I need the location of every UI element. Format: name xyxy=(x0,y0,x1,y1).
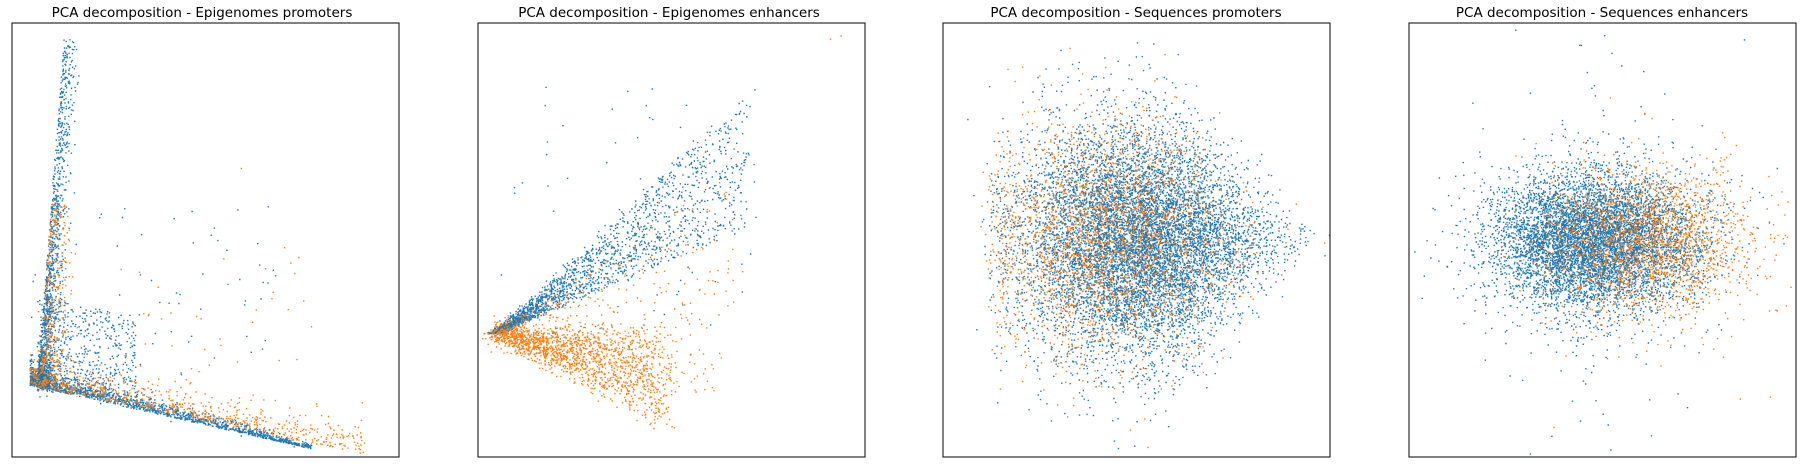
series-1 xyxy=(1457,97,1792,429)
scatter-point xyxy=(1457,97,1792,429)
chart-title: PCA decomposition - Sequences enhancers xyxy=(1456,5,1748,21)
scatter-point xyxy=(29,167,366,454)
series-1 xyxy=(482,35,842,430)
panel-sequences-enhancers: PCA decomposition - Sequences enhancers xyxy=(1408,5,1797,458)
scatter-point xyxy=(483,86,757,335)
panel-sequences-promoters: PCA decomposition - Sequences promoters xyxy=(942,5,1331,458)
points-layer xyxy=(29,39,366,454)
plot-frame xyxy=(477,22,866,458)
chart-title: PCA decomposition - Epigenomes promoters xyxy=(52,5,353,21)
series-0 xyxy=(29,39,313,450)
scatter-point xyxy=(29,39,313,450)
series-0 xyxy=(483,86,757,335)
plot-frame xyxy=(942,22,1331,458)
scatter-point xyxy=(1414,29,1785,455)
scatter-point xyxy=(967,42,1331,450)
plot-frame xyxy=(11,22,400,458)
series-0 xyxy=(967,42,1331,450)
chart-title: PCA decomposition - Epigenomes enhancers xyxy=(518,5,820,21)
scatter-point xyxy=(482,35,842,430)
plot-frame xyxy=(1408,22,1797,458)
points-layer xyxy=(1414,29,1792,455)
points-layer xyxy=(482,35,842,430)
series-0 xyxy=(1414,29,1785,455)
points-layer xyxy=(967,42,1331,450)
panel-epigenomes-promoters: PCA decomposition - Epigenomes promoters xyxy=(11,5,400,458)
panel-epigenomes-enhancers: PCA decomposition - Epigenomes enhancers xyxy=(477,5,866,458)
series-1 xyxy=(29,167,366,454)
chart-title: PCA decomposition - Sequences promoters xyxy=(990,5,1281,21)
